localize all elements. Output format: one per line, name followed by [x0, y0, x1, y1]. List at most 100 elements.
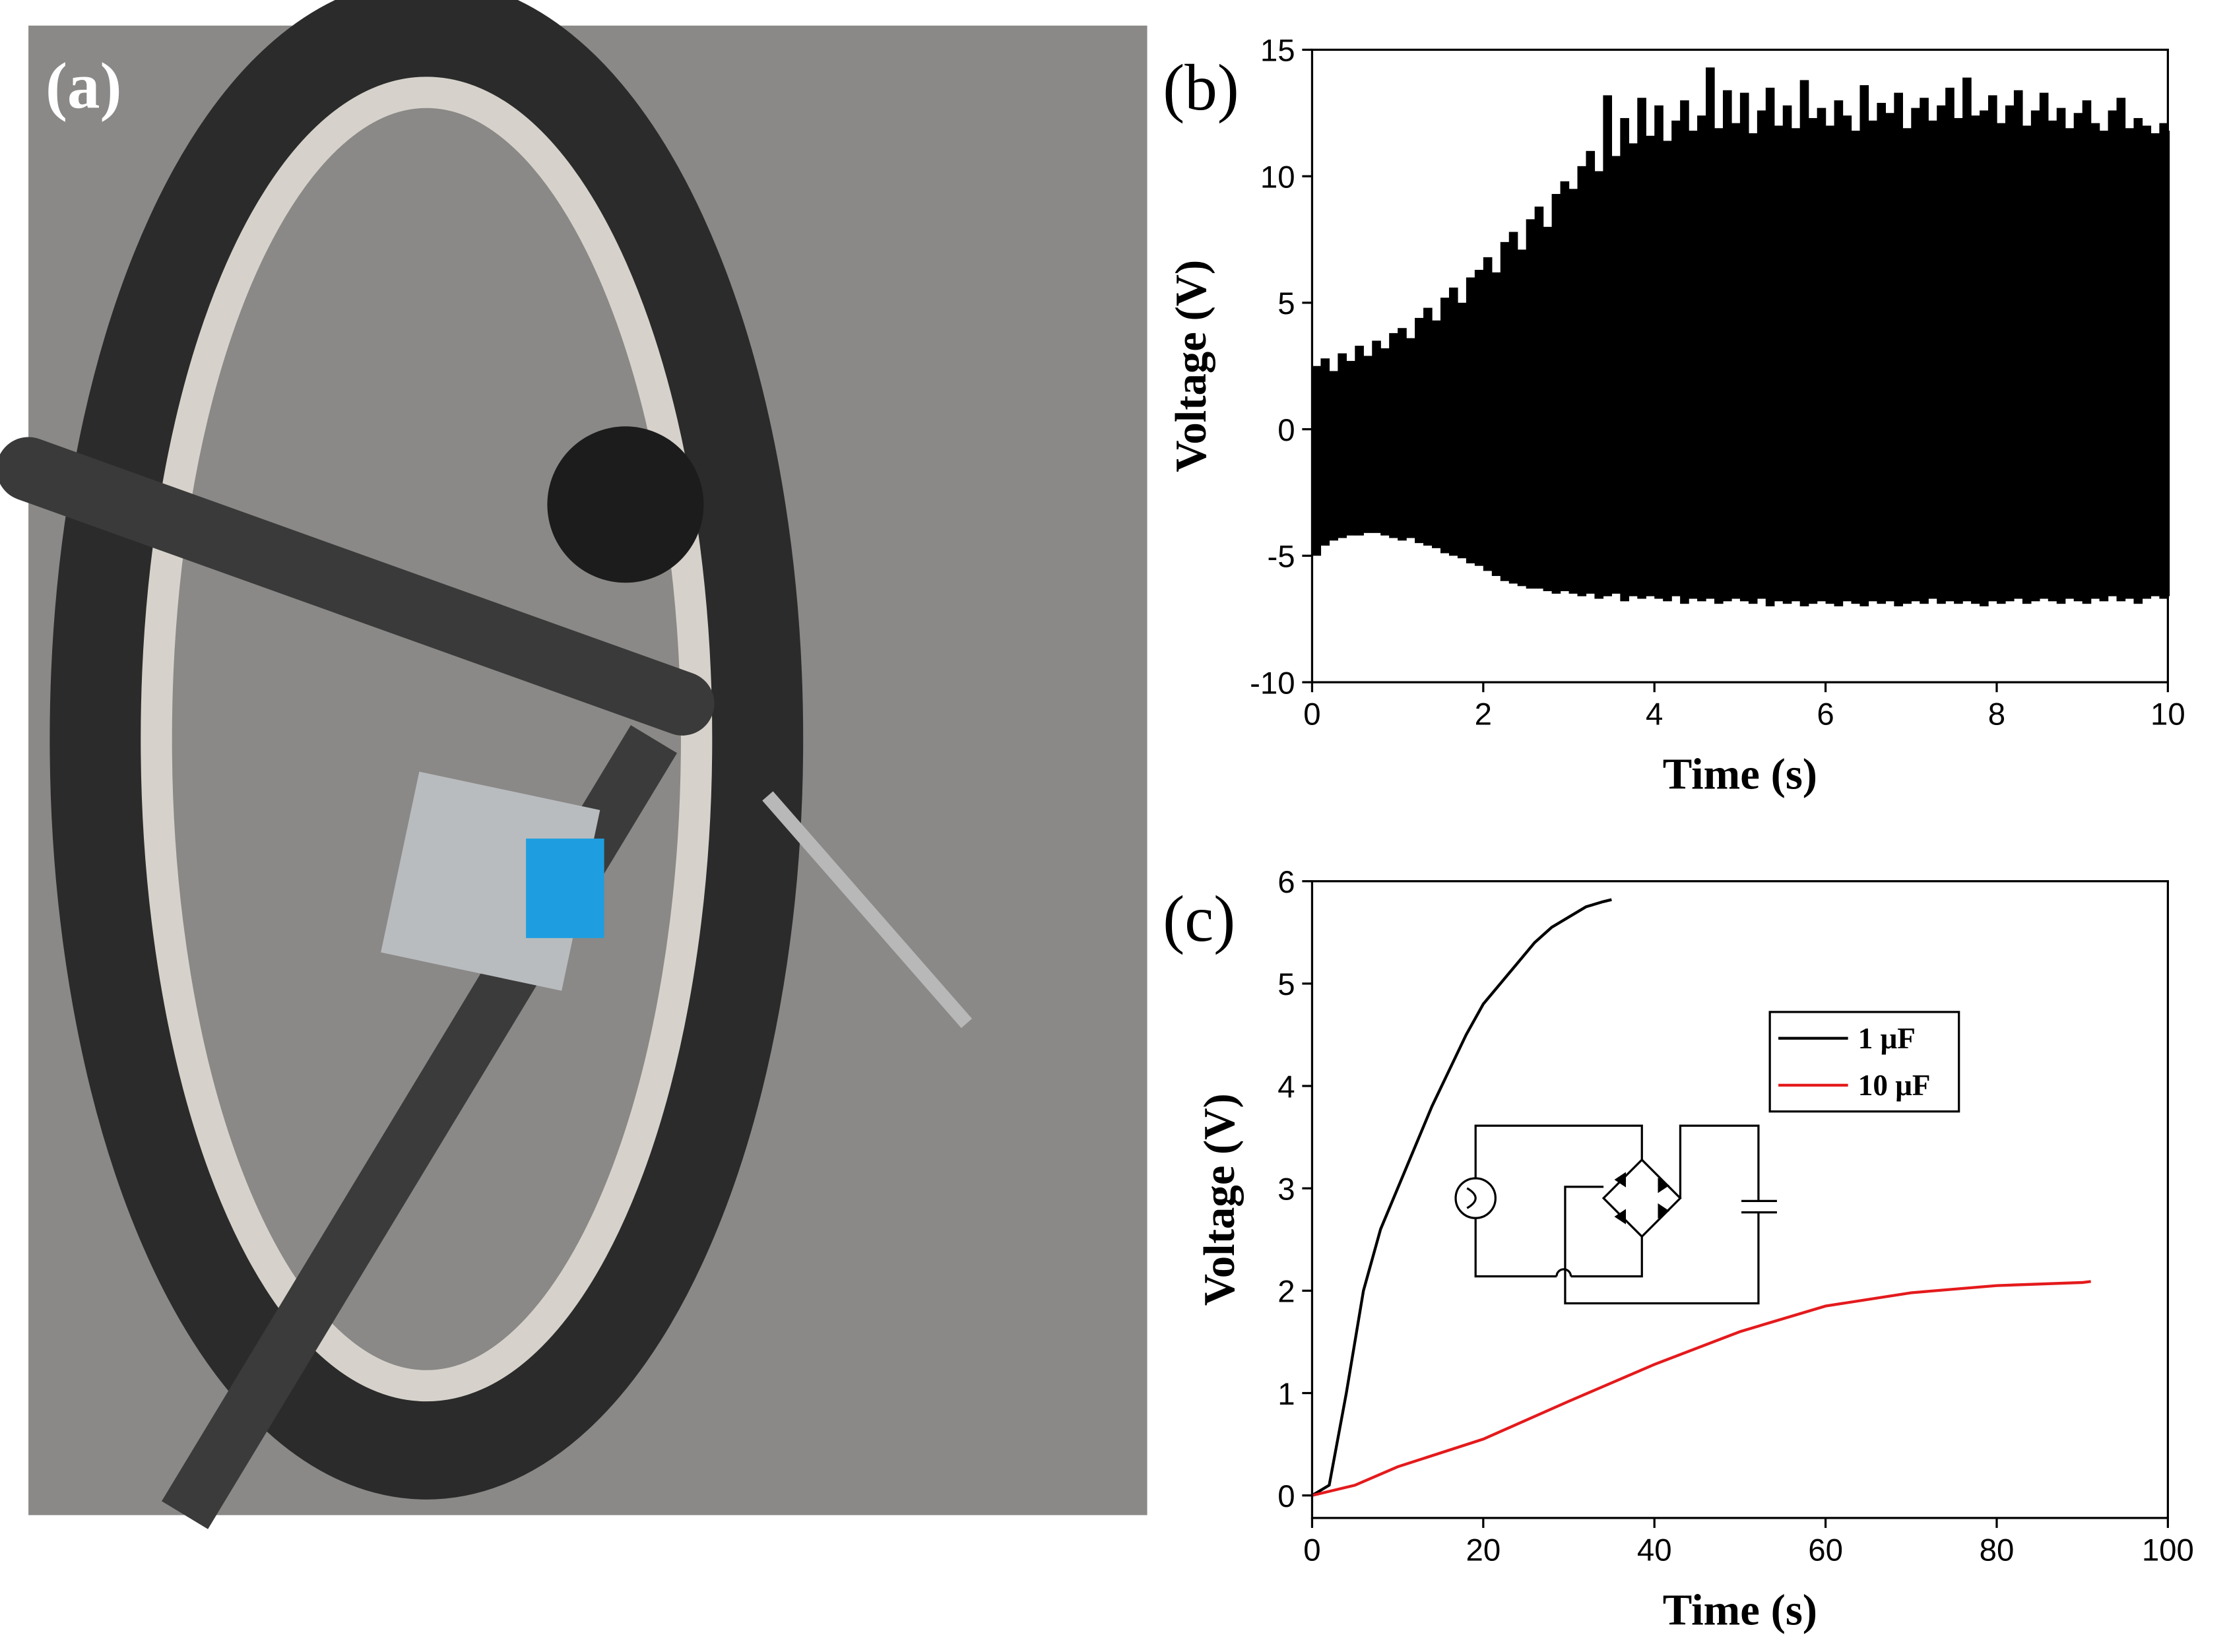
dynamo [547, 426, 704, 583]
signal-span [1817, 108, 1826, 602]
ac-source [1454, 1177, 1497, 1219]
signal-span [1568, 189, 1578, 594]
signal-span [1338, 353, 1347, 538]
signal-span [1654, 105, 1664, 599]
y-axis-label: Voltage (V) [1195, 1093, 1244, 1306]
signal-span [1432, 320, 1441, 548]
signal-span [1406, 338, 1415, 538]
signal-span [1731, 123, 1741, 599]
signal-span [1920, 98, 1929, 604]
signal-span [2090, 123, 2100, 599]
signal-span [2116, 98, 2126, 602]
y-tick-label: -10 [1250, 666, 1295, 701]
signal-span [1329, 371, 1339, 541]
signal-span [1560, 181, 1570, 592]
plot-area [1312, 67, 2170, 607]
signal-span [1629, 143, 1638, 596]
signal-span [1398, 328, 1407, 541]
signal-span [1680, 100, 1689, 604]
signal-span [1765, 87, 1775, 607]
x-tick-label: 6 [1817, 697, 1834, 732]
signal-span [1543, 226, 1553, 592]
signal-span [1466, 277, 1475, 563]
kickstand [762, 791, 973, 1029]
series-line [1311, 898, 1612, 1497]
signal-span [2065, 128, 2075, 599]
signal-span [1611, 156, 1621, 594]
signal-span [1363, 356, 1373, 533]
signal-span [1637, 98, 1646, 599]
signal-span [1791, 128, 1801, 602]
signal-span [1389, 333, 1398, 538]
signal-span [1663, 141, 1672, 602]
signal-span [1474, 270, 1484, 566]
rim [141, 77, 713, 1402]
x-tick-label: 100 [2142, 1533, 2194, 1568]
tire [49, 0, 804, 1500]
signal-span [1457, 302, 1467, 559]
signal-span [1902, 128, 1912, 604]
frame-tube [0, 437, 715, 736]
wire [1564, 1124, 1777, 1305]
signal-span [1748, 133, 1758, 604]
signal-span [1483, 257, 1493, 571]
x-tick-label: 0 [1303, 1533, 1320, 1568]
signal-span [1808, 117, 1818, 604]
photo: (a) [0, 0, 1147, 1529]
signal-span [1594, 171, 1604, 599]
signal-span [2056, 108, 2066, 604]
y-tick-label: 10 [1260, 160, 1295, 195]
signal-span [2150, 133, 2160, 596]
y-tick-label: 1 [1277, 1377, 1295, 1412]
signal-span [1980, 110, 1989, 607]
signal-span [1859, 85, 1869, 607]
x-tick-label: 10 [2150, 697, 2185, 732]
y-tick-label: 0 [1277, 1479, 1295, 1514]
chart: 0 20 40 60 80 100 0 1 2 3 4 5 6 Time (s) Voltage (V) (c… [1163, 865, 2194, 1634]
y-tick-label: 5 [1277, 286, 1295, 321]
signal-span [1586, 150, 1596, 594]
wire [1474, 1124, 1643, 1278]
signal-span [1825, 125, 1835, 604]
signal-span [2133, 117, 2143, 604]
x-axis-label: Time (s) [1663, 750, 1817, 799]
signal-span [1508, 232, 1518, 584]
clip [526, 839, 604, 938]
panel-label: (c) [1163, 883, 1235, 955]
x-tick-label: 80 [1980, 1533, 2015, 1568]
signal-span [2039, 92, 2049, 599]
diode [1614, 1172, 1669, 1224]
signal-span [1962, 77, 1972, 602]
signal-span [2159, 123, 2169, 599]
chart: 0 2 4 6 8 10 -10 -5 0 5 10 15 Time (s) Voltage (V) (b) [1163, 34, 2185, 799]
signal-span [1534, 206, 1544, 589]
signal-span [1885, 113, 1894, 602]
wire-crossover [1555, 1268, 1572, 1277]
signal-span [1722, 90, 1732, 602]
signal-span [1380, 348, 1390, 536]
legend-frame [1768, 1011, 1960, 1113]
signal-span [2082, 100, 2092, 604]
signal-span [1842, 115, 1852, 602]
x-tick-label: 60 [1808, 1533, 1843, 1568]
y-tick-label: 0 [1277, 413, 1295, 448]
signal-span [1517, 249, 1527, 587]
signal-span [1415, 317, 1424, 544]
x-tick-label: 0 [1303, 697, 1320, 732]
signal-span [1774, 125, 1784, 602]
signal-span [1440, 298, 1450, 554]
bridge [1601, 1158, 1682, 1238]
signal-span [1320, 358, 1330, 546]
axes-frame [1310, 48, 2169, 683]
signal-span [1551, 193, 1561, 594]
signal-span [1799, 80, 1809, 607]
signal-span [1757, 110, 1766, 599]
signal-span [2125, 128, 2135, 599]
ac-symbol [1466, 1187, 1477, 1209]
x-tick-label: 2 [1475, 697, 1492, 732]
circuit-inset [1454, 1124, 1777, 1305]
signal-span [1671, 120, 1681, 596]
signal-span [1603, 95, 1613, 596]
